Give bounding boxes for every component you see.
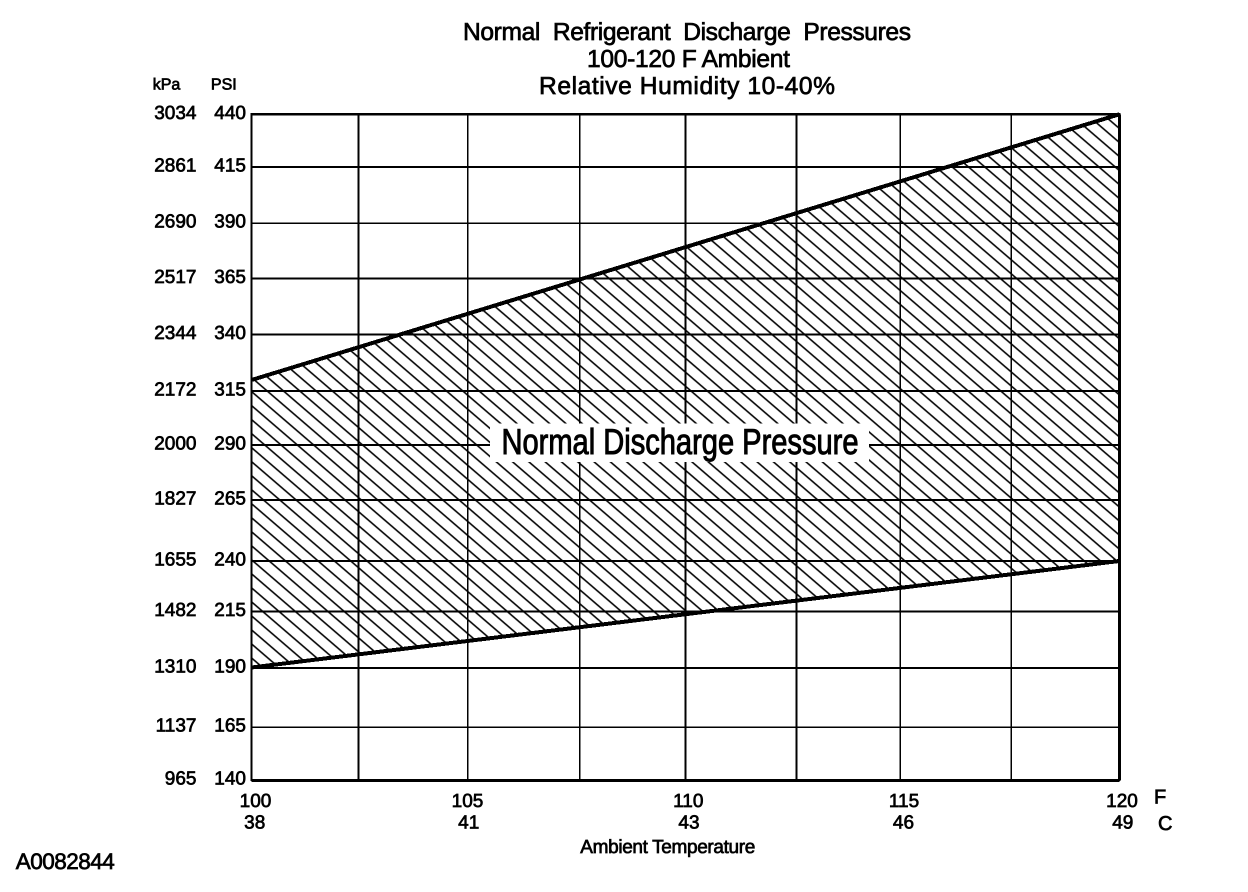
svg-text:100-120 F Ambient: 100-120 F Ambient [587,46,790,73]
svg-text:110: 110 [673,791,703,812]
svg-text:1827: 1827 [154,489,196,510]
svg-text:2344: 2344 [154,323,197,344]
svg-text:165: 165 [214,716,246,737]
svg-text:Ambient Temperature: Ambient Temperature [580,837,755,858]
svg-text:1137: 1137 [156,716,197,737]
svg-text:2690: 2690 [154,212,196,233]
svg-text:115: 115 [889,791,919,812]
svg-text:F: F [1154,787,1166,809]
svg-text:2172: 2172 [154,380,196,401]
svg-text:340: 340 [214,323,246,344]
svg-text:215: 215 [214,600,246,621]
svg-text:240: 240 [214,550,246,571]
svg-text:kPa: kPa [153,77,181,94]
svg-text:49: 49 [1112,813,1133,834]
svg-text:120: 120 [1106,791,1138,812]
svg-text:Normal Discharge Pressure: Normal Discharge Pressure [502,421,859,462]
svg-text:265: 265 [214,489,246,510]
svg-text:Relative Humidity 10-40%: Relative Humidity 10-40% [539,73,835,100]
svg-text:190: 190 [214,657,246,678]
svg-text:Normal Refrigerant Discharge: Normal Refrigerant Discharge Pressures [463,19,911,46]
svg-text:365: 365 [214,267,246,288]
svg-text:390: 390 [214,212,246,233]
svg-text:1310: 1310 [154,657,196,678]
svg-text:3034: 3034 [154,103,197,124]
svg-text:1655: 1655 [154,550,196,571]
svg-text:PSI: PSI [211,77,237,94]
svg-text:2000: 2000 [154,434,196,455]
svg-text:A0082844: A0082844 [16,849,115,874]
svg-text:315: 315 [214,380,246,401]
svg-text:1482: 1482 [154,600,196,621]
svg-text:2517: 2517 [154,267,196,288]
svg-text:46: 46 [893,813,914,834]
svg-text:440: 440 [214,103,246,124]
svg-text:2861: 2861 [154,155,196,176]
svg-text:105: 105 [452,791,484,812]
svg-text:290: 290 [214,434,246,455]
svg-text:43: 43 [678,813,699,834]
svg-text:140: 140 [214,769,246,790]
svg-text:C: C [1158,813,1172,835]
svg-text:415: 415 [214,155,246,176]
svg-text:41: 41 [458,813,479,834]
svg-text:100: 100 [240,791,272,812]
svg-text:965: 965 [165,769,197,790]
svg-text:38: 38 [244,813,265,834]
